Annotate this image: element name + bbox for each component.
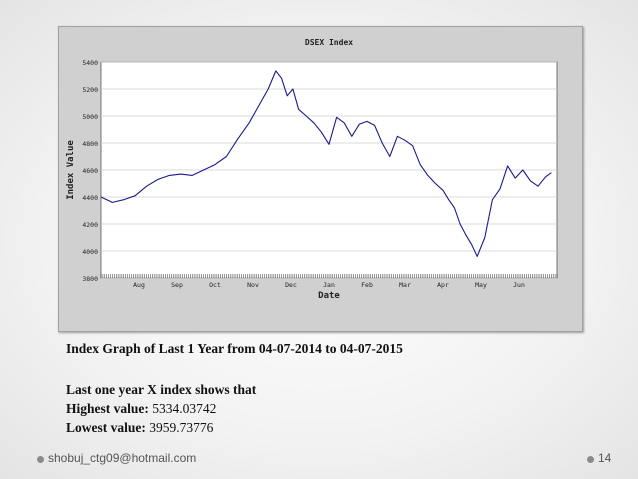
highest-value-label: Highest value:	[66, 401, 149, 416]
y-tick-label: 4200	[82, 221, 98, 229]
line-chart: DSEX Index 3800 4000 4200 4400 4600 4800 5000 52…	[66, 38, 558, 301]
y-tick-label: 4800	[82, 140, 98, 148]
footer-bullet-icon	[587, 456, 594, 463]
y-tick-label: 5400	[82, 59, 98, 67]
y-axis-label: Index Value	[66, 140, 76, 200]
y-tick-label: 5200	[82, 86, 98, 94]
x-tick-label: Oct	[209, 281, 221, 289]
x-tick-label: Sep	[171, 281, 183, 289]
y-tick-label: 4600	[82, 167, 98, 175]
highest-value: 5334.03742	[152, 401, 217, 416]
x-tick-label: Mar	[399, 281, 411, 289]
x-tick-label: May	[475, 281, 487, 289]
y-tick-label: 3800	[82, 275, 98, 283]
x-tick-label: Jan	[323, 281, 335, 289]
summary-block: Last one year X index shows that Highest…	[66, 380, 256, 437]
chart-panel: DSEX Index 3800 4000 4200 4400 4600 4800 5000 52…	[58, 26, 583, 332]
series-line	[100, 70, 552, 257]
y-tick-label: 4000	[82, 248, 98, 256]
chart-title: DSEX Index	[305, 38, 353, 47]
page-number: 14	[598, 451, 612, 465]
summary-heading: Last one year X index shows that	[66, 382, 257, 397]
x-axis-label: Date	[318, 291, 340, 301]
x-tick-label: Apr	[437, 281, 449, 289]
lowest-value: 3959.73776	[149, 420, 214, 435]
x-tick-label: Aug	[133, 281, 145, 289]
highest-value-row: Highest value: 5334.03742	[66, 399, 256, 418]
footer-bullet-icon	[37, 456, 44, 463]
x-tick-label: Feb	[361, 281, 373, 289]
chart-caption: Index Graph of Last 1 Year from 04-07-20…	[66, 341, 403, 356]
y-tick-label: 4400	[82, 194, 98, 202]
lowest-value-row: Lowest value: 3959.73776	[66, 418, 256, 437]
footer-email: shobuj_ctg09@hotmail.com	[48, 451, 197, 465]
lowest-value-label: Lowest value:	[66, 420, 146, 435]
x-tick-label: Nov	[247, 281, 259, 289]
x-tick-label: Dec	[285, 281, 297, 289]
x-tick-label: Jun	[513, 281, 525, 289]
y-tick-label: 5000	[82, 113, 98, 121]
